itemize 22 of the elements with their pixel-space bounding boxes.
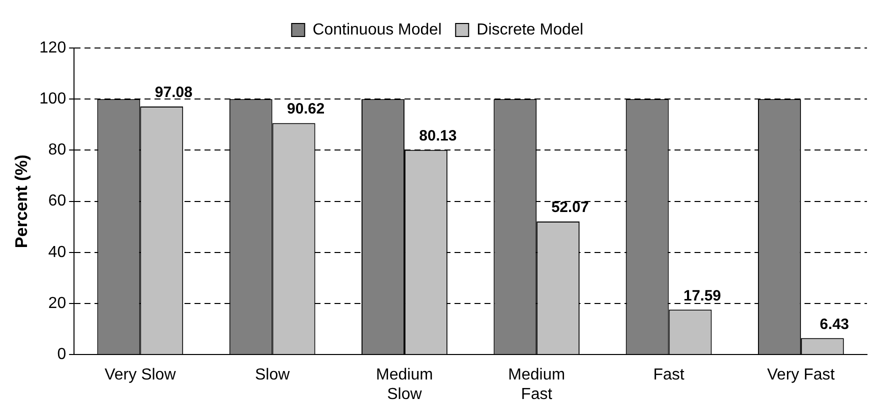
data-label: 80.13 xyxy=(419,128,457,145)
y-tick-label: 80 xyxy=(48,142,66,159)
y-tick-label: 0 xyxy=(57,346,66,364)
legend-label: Continuous Model xyxy=(312,21,442,38)
data-label: 17.59 xyxy=(683,287,722,304)
data-label: 6.43 xyxy=(820,316,849,333)
legend-label: Discrete Model xyxy=(476,21,584,38)
x-tick-label: Very Slow xyxy=(104,366,176,384)
y-tick-label: 100 xyxy=(39,90,66,108)
x-tick-label: Very Fast xyxy=(767,366,836,384)
x-tick-label: Slow xyxy=(254,366,290,384)
y-tick-label: 20 xyxy=(48,294,66,312)
data-label: 97.08 xyxy=(154,84,192,102)
y-tick-label: 40 xyxy=(48,244,66,261)
data-label: 52.07 xyxy=(551,199,589,216)
y-tick-label: 120 xyxy=(39,39,66,56)
x-tick-label: Medium Slow xyxy=(376,366,433,403)
y-axis-title: Percent (%) xyxy=(12,154,31,248)
x-tick-label: Fast xyxy=(653,366,685,384)
x-tick-label: Medium Fast xyxy=(508,366,566,403)
data-label: 90.62 xyxy=(287,100,325,118)
y-tick-label: 60 xyxy=(48,192,66,210)
